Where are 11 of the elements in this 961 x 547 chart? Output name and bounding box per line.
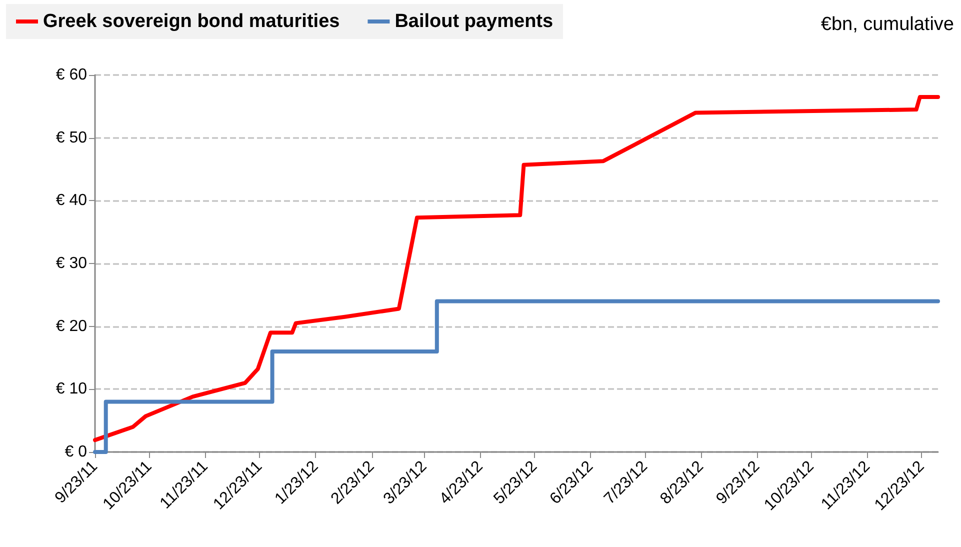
y-tick-label: € 0 [64,444,88,460]
y-tick-label: € 30 [56,255,88,272]
y-tick-label: € 10 [56,380,88,398]
y-tick-label: € 20 [56,318,88,335]
legend-label: Greek sovereign bond maturities [43,11,340,32]
y-tick-label: € 40 [56,192,88,210]
y-tick-label: € 50 [56,129,88,146]
line-series [93,94,940,442]
y-tick-label: € 60 [56,66,88,84]
legend-label: Bailout payments [394,11,554,32]
chart-subtitle: €bn, cumulative [820,14,954,35]
